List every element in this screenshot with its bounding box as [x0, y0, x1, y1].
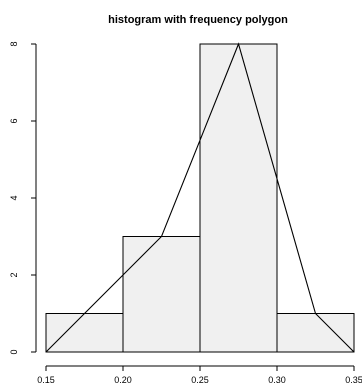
x-axis: 0.15 0.20 0.25 0.30 0.35: [37, 365, 362, 385]
chart-title: histogram with frequency polygon: [108, 14, 288, 26]
y-tick-label-0: 0: [9, 349, 19, 354]
frequency-polygon-layer: [45, 42, 355, 353]
x-tick-label-3: 0.30: [268, 375, 286, 385]
y-tick-label-2: 4: [9, 195, 19, 200]
x-tick-label-0: 0.15: [37, 375, 55, 385]
histogram-bar-1: [122, 236, 201, 353]
histogram-bar-2: [199, 43, 278, 353]
x-tick-label-2: 0.25: [191, 375, 209, 385]
y-axis: 0 2 4 6 8: [9, 41, 37, 355]
y-tick-label-1: 2: [9, 272, 19, 277]
frequency-polygon-line: [45, 42, 355, 353]
x-tick-label-1: 0.20: [114, 375, 132, 385]
histogram-bar-0: [45, 313, 124, 353]
y-tick-label-4: 8: [9, 41, 19, 46]
y-tick-label-3: 6: [9, 118, 19, 123]
x-tick-label-4: 0.35: [345, 375, 362, 385]
histogram-bar-3: [276, 313, 355, 353]
